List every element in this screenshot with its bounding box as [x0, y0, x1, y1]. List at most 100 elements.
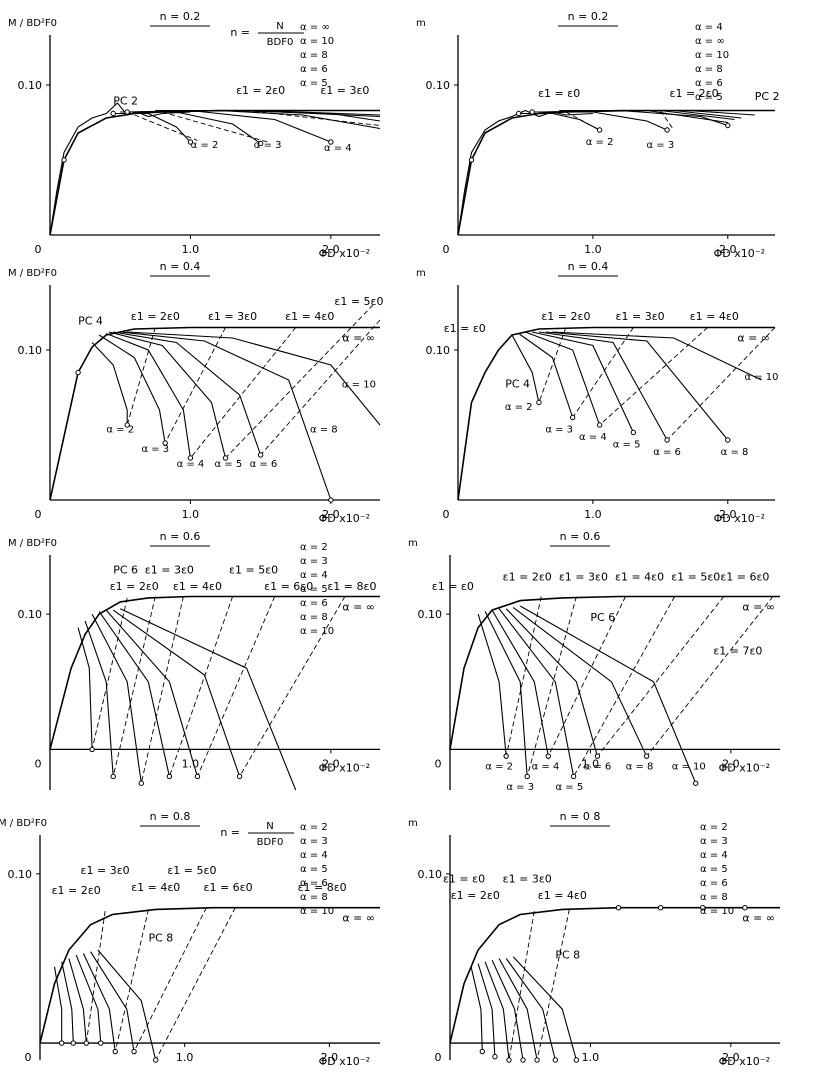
strain-label: ε1 = 2ε0 — [503, 570, 552, 583]
alpha-label: α = 2 — [586, 137, 614, 148]
alpha-label: α = 10 — [342, 380, 376, 391]
alpha-infinity-label: α = ∞ — [342, 332, 375, 345]
strain-label: ε1 = 8ε0 — [298, 881, 347, 894]
strain-label: ε1 = 4ε0 — [615, 570, 664, 583]
legend-entry: α = ∞ — [695, 36, 725, 47]
chart-panel-f: 0.10 0 1.0 2.0 m ΦD x10⁻² n = 0.6 PC 6 ε1 = ε0 ε1… — [408, 530, 780, 793]
strain-line-3-2 — [599, 327, 708, 426]
strain-line-0-1 — [162, 111, 268, 143]
data-marker — [725, 437, 731, 443]
data-marker — [534, 1057, 540, 1063]
x-axis-label: ΦD x10⁻² — [319, 761, 370, 774]
legend-entry: α = 3 — [300, 836, 328, 847]
series-line-0-0 — [49, 102, 191, 236]
strain-line-5-5 — [646, 596, 774, 757]
series-line-1-0 — [457, 109, 593, 236]
strain-label: ε1 = 2ε0 — [131, 310, 180, 323]
data-marker — [643, 753, 650, 759]
legend-entry: α = 4 — [300, 850, 328, 861]
legend-entry: α = 2 — [700, 822, 728, 833]
strain-line-3-0 — [538, 327, 567, 403]
series-line-2-6 — [120, 331, 332, 501]
data-marker — [59, 1040, 65, 1046]
series-line-4-0 — [49, 595, 380, 750]
series-line-3-4 — [532, 331, 634, 433]
formula-numerator: N — [266, 821, 273, 832]
data-marker — [257, 140, 264, 147]
strain-line-2-3 — [225, 304, 374, 459]
data-marker — [492, 1053, 498, 1060]
alpha-label: α = 4 — [324, 143, 352, 154]
strain-line-2-4 — [260, 319, 381, 456]
strain-label: ε1 = 4ε0 — [131, 881, 180, 894]
series-line-5-1 — [477, 613, 507, 757]
x-tick-label: 1.0 — [182, 243, 200, 256]
strain-label: ε1 = ε0 — [443, 872, 485, 885]
y-tick-label: 0.10 — [18, 79, 43, 92]
y-axis-label: m — [416, 18, 426, 29]
data-marker — [524, 773, 530, 780]
alpha-label: α = 10 — [744, 372, 778, 383]
series-line-6-2 — [61, 961, 74, 1044]
strain-label: ε1 = 5ε0 — [334, 295, 383, 308]
x-axis-label: ΦD x10⁻² — [319, 1055, 370, 1068]
strain-label: ε1 = 6ε0 — [204, 881, 253, 894]
x-axis-label: ΦD x10⁻² — [714, 247, 765, 260]
strain-label: ε1 = 2ε0 — [670, 87, 719, 100]
series-line-5-3 — [491, 609, 549, 757]
series-line-6-0 — [39, 906, 380, 1044]
data-marker — [479, 1048, 485, 1055]
legend-entry: α = 5 — [300, 864, 328, 875]
x-tick-label: 1.0 — [582, 757, 600, 770]
alpha-label: α = 2 — [485, 762, 513, 773]
x-tick-label: 0 — [435, 757, 442, 770]
data-marker — [506, 1057, 512, 1063]
strain-line-2-2 — [190, 327, 297, 459]
data-marker — [222, 455, 229, 461]
formula-lhs: n = — [220, 826, 240, 839]
series-line-1-8 — [565, 109, 755, 116]
data-marker — [89, 746, 95, 753]
strain-label: ε1 = 5ε0 — [229, 564, 278, 577]
strain-label: ε1 = ε0 — [444, 322, 486, 335]
alpha-label: α = 3 — [646, 140, 674, 151]
y-tick-label: 0.10 — [426, 79, 451, 92]
series-line-0-8 — [155, 109, 381, 116]
strain-line-7-1 — [536, 909, 570, 1061]
y-tick-label: 0.10 — [418, 868, 443, 881]
x-tick-label: 2.0 — [719, 243, 737, 256]
alpha-label: α = 2 — [505, 402, 533, 413]
alpha-label: α = 4 — [579, 432, 607, 443]
alpha-label: α = 4 — [532, 762, 560, 773]
strain-label: ε1 = ε0 — [432, 580, 474, 593]
x-axis-label: ΦD x10⁻² — [319, 512, 370, 525]
x-tick-label: 0 — [35, 243, 42, 256]
series-line-0-2 — [113, 112, 191, 143]
data-marker — [124, 109, 130, 115]
data-marker — [131, 1048, 137, 1055]
series-line-5-6 — [512, 606, 648, 757]
n-label: n = 0.2 — [568, 10, 609, 23]
strain-label: ε1 = 4ε0 — [690, 310, 739, 323]
legend-entry: α = 2 — [300, 542, 328, 553]
strain-label: ε1 = 2ε0 — [541, 310, 590, 323]
x-tick-label: 0 — [35, 757, 42, 770]
legend-entry: α = 10 — [300, 906, 334, 917]
strain-label: ε1 = 4ε0 — [538, 889, 587, 902]
pc-label: PC 8 — [555, 948, 580, 961]
strain-line-1-0 — [565, 111, 600, 131]
chart-panel-a: 0.10 0 1.0 2.0 M / BD²F0 ΦD x10⁻² n = 0.2 n = NB… — [8, 10, 381, 260]
strain-label: ε1 = 6ε0 — [720, 570, 769, 583]
legend-entry: α = 6 — [700, 878, 728, 889]
x-tick-label: 2.0 — [719, 508, 737, 521]
alpha-label: α = 4 — [177, 459, 205, 470]
series-line-4-6 — [112, 609, 241, 777]
y-axis-label: M / BD²F0 — [8, 18, 57, 29]
legend-entry: α = 8 — [700, 892, 728, 903]
legend-entry: α = 10 — [695, 50, 729, 61]
x-tick-label: 2.0 — [321, 1051, 339, 1064]
y-axis-label: M / BD²F0 — [8, 538, 57, 549]
strain-line-6-2 — [133, 907, 207, 1052]
data-marker — [328, 139, 334, 145]
